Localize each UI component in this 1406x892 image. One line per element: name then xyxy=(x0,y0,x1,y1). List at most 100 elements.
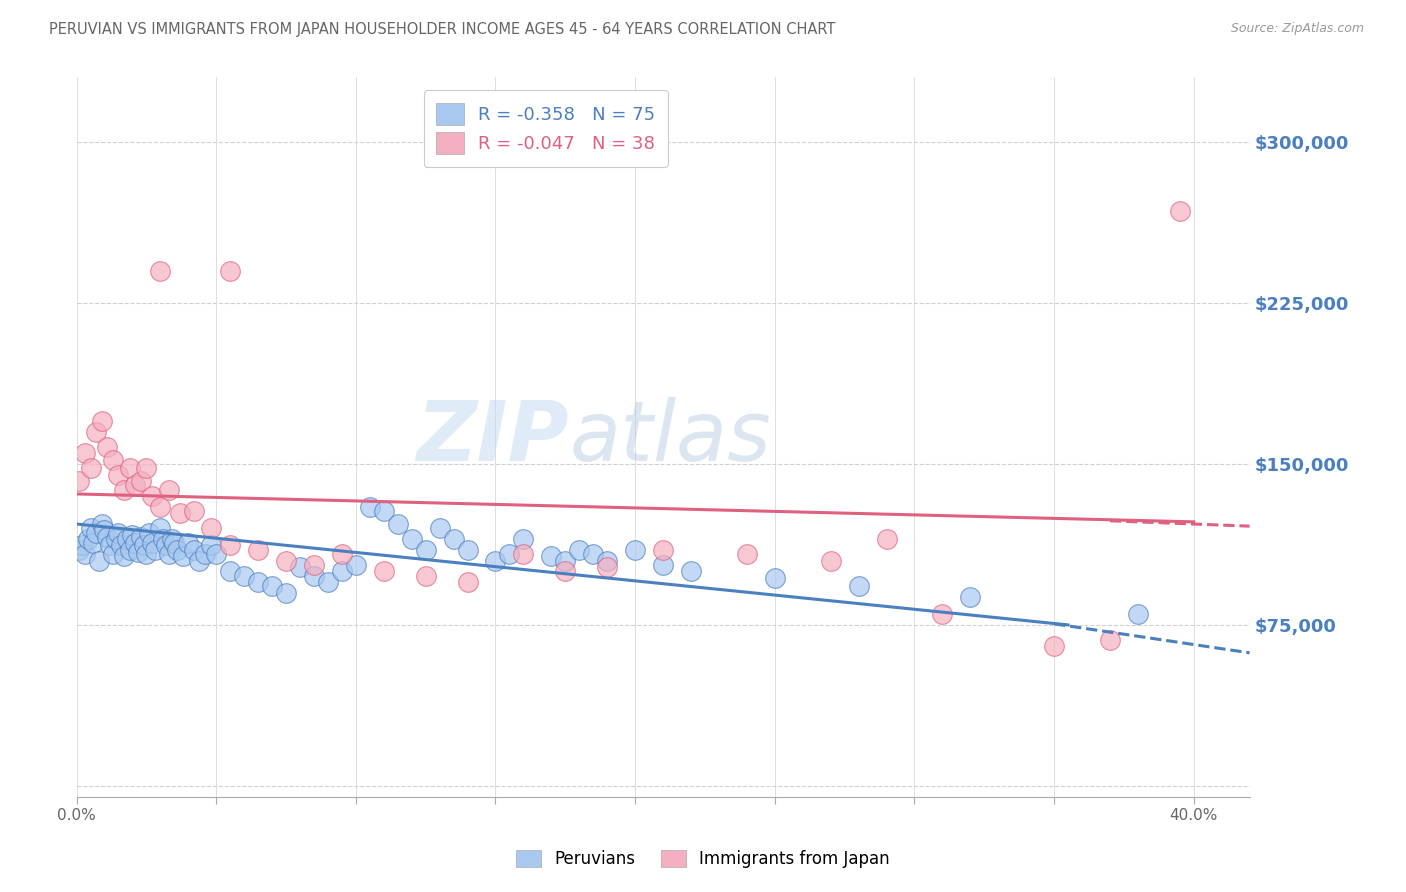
Point xyxy=(166,542,188,557)
Point xyxy=(330,564,353,578)
Point xyxy=(344,558,367,572)
Point xyxy=(1126,607,1149,622)
Point xyxy=(848,579,870,593)
Point xyxy=(143,542,166,557)
Point xyxy=(135,547,157,561)
Point xyxy=(373,504,395,518)
Point xyxy=(387,516,409,531)
Point xyxy=(121,527,143,541)
Point xyxy=(274,585,297,599)
Point xyxy=(582,547,605,561)
Point xyxy=(132,539,155,553)
Point xyxy=(188,553,211,567)
Point xyxy=(540,549,562,564)
Point xyxy=(233,568,256,582)
Point xyxy=(200,521,222,535)
Point xyxy=(274,553,297,567)
Point xyxy=(219,539,242,553)
Point xyxy=(931,607,953,622)
Point xyxy=(1168,203,1191,218)
Point xyxy=(157,483,180,497)
Point xyxy=(1098,632,1121,647)
Point xyxy=(149,263,172,277)
Point xyxy=(260,579,283,593)
Point xyxy=(90,414,112,428)
Point xyxy=(73,446,96,460)
Point xyxy=(316,574,339,589)
Point xyxy=(104,532,127,546)
Point xyxy=(457,542,479,557)
Point xyxy=(183,504,205,518)
Point xyxy=(76,532,98,546)
Text: PERUVIAN VS IMMIGRANTS FROM JAPAN HOUSEHOLDER INCOME AGES 45 - 64 YEARS CORRELAT: PERUVIAN VS IMMIGRANTS FROM JAPAN HOUSEH… xyxy=(49,22,835,37)
Point xyxy=(596,553,619,567)
Point xyxy=(141,536,163,550)
Point xyxy=(247,542,270,557)
Point xyxy=(79,521,101,535)
Point xyxy=(96,440,118,454)
Point xyxy=(160,532,183,546)
Point xyxy=(302,558,325,572)
Point xyxy=(172,549,194,564)
Point xyxy=(118,461,141,475)
Point xyxy=(219,263,242,277)
Point xyxy=(194,547,217,561)
Point xyxy=(457,574,479,589)
Point xyxy=(87,553,110,567)
Point xyxy=(129,474,152,488)
Text: atlas: atlas xyxy=(569,397,770,477)
Point xyxy=(443,532,465,546)
Point xyxy=(820,553,842,567)
Point xyxy=(101,547,124,561)
Point xyxy=(415,542,437,557)
Point xyxy=(1043,640,1066,654)
Legend: R = -0.358   N = 75, R = -0.047   N = 38: R = -0.358 N = 75, R = -0.047 N = 38 xyxy=(423,90,668,167)
Point xyxy=(135,461,157,475)
Point xyxy=(112,483,135,497)
Point xyxy=(484,553,506,567)
Point xyxy=(359,500,381,514)
Legend: Peruvians, Immigrants from Japan: Peruvians, Immigrants from Japan xyxy=(510,843,896,875)
Point xyxy=(129,530,152,544)
Point xyxy=(652,558,675,572)
Point xyxy=(652,542,675,557)
Point xyxy=(90,516,112,531)
Point xyxy=(735,547,758,561)
Point xyxy=(183,542,205,557)
Point xyxy=(141,489,163,503)
Point xyxy=(512,547,534,561)
Point xyxy=(498,547,520,561)
Point xyxy=(110,539,132,553)
Point xyxy=(177,536,200,550)
Point xyxy=(82,536,104,550)
Point xyxy=(152,532,174,546)
Point xyxy=(554,553,576,567)
Point xyxy=(200,539,222,553)
Point xyxy=(554,564,576,578)
Point xyxy=(67,474,90,488)
Point xyxy=(596,560,619,574)
Point xyxy=(67,542,90,557)
Point xyxy=(415,568,437,582)
Point xyxy=(155,539,177,553)
Point xyxy=(96,530,118,544)
Point xyxy=(107,467,129,482)
Point xyxy=(149,500,172,514)
Point xyxy=(163,536,186,550)
Point xyxy=(679,564,702,578)
Point xyxy=(118,542,141,557)
Point xyxy=(70,539,93,553)
Point xyxy=(115,532,138,546)
Text: ZIP: ZIP xyxy=(416,397,569,477)
Point xyxy=(330,547,353,561)
Point xyxy=(429,521,451,535)
Point xyxy=(302,568,325,582)
Point xyxy=(127,545,149,559)
Point xyxy=(219,564,242,578)
Point xyxy=(93,524,115,538)
Point xyxy=(149,521,172,535)
Point xyxy=(79,461,101,475)
Point xyxy=(205,547,228,561)
Point xyxy=(959,590,981,604)
Point xyxy=(84,525,107,540)
